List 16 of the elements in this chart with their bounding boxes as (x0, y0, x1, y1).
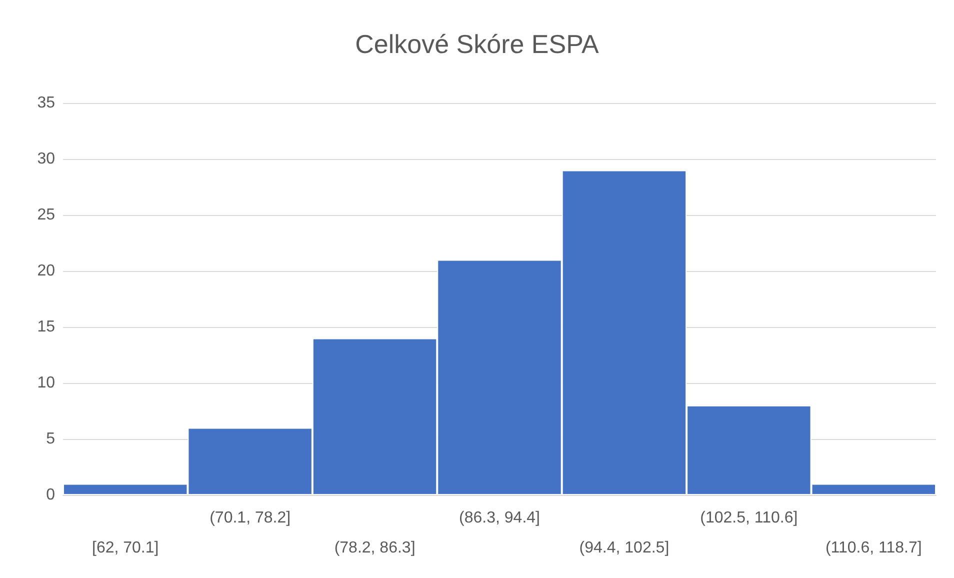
chart-title: Celkové Skóre ESPA (355, 29, 600, 59)
y-tick-label: 20 (37, 262, 56, 280)
x-tick-label: (102.5, 110.6] (700, 510, 798, 526)
y-tick-label: 30 (37, 150, 56, 168)
y-tick-label: 0 (46, 486, 56, 504)
x-tick-label: (94.4, 102.5] (579, 540, 670, 556)
x-tick-label: (78.2, 86.3] (334, 540, 416, 556)
x-tick-label: (70.1, 78.2] (210, 510, 291, 526)
x-tick-label: (110.6, 118.7] (825, 540, 922, 556)
y-tick-label: 15 (37, 318, 56, 336)
y-tick-label: 25 (37, 206, 56, 224)
y-tick-label: 35 (37, 94, 56, 112)
x-tick-label: [62, 70.1] (92, 540, 159, 556)
x-tick-label: (86.3, 94.4] (459, 510, 540, 526)
y-tick-label: 10 (37, 374, 56, 392)
y-tick-label: 5 (46, 430, 56, 448)
